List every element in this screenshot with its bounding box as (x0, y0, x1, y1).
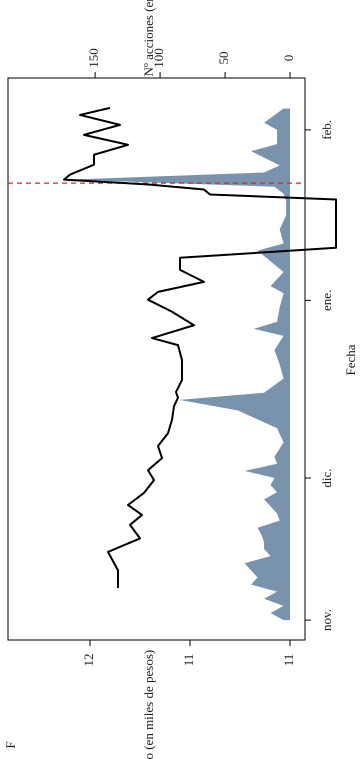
y2-tick-label: 100 (151, 48, 166, 68)
y-axis-label: Precio (en miles de pesos) (141, 650, 156, 759)
y2-tick-label: 0 (281, 55, 296, 62)
x-axis-label: Fecha (343, 344, 358, 375)
x-tick-label: feb. (319, 120, 334, 140)
x-tick-label: nov. (319, 609, 334, 631)
y-tick-label: 11 (281, 654, 296, 667)
y2-tick-label: 150 (86, 48, 101, 68)
price-line (63, 106, 337, 589)
y-tick-label: 12 (81, 654, 96, 667)
x-tick-label: dic. (319, 468, 334, 487)
x-tick-label: ene. (319, 290, 334, 311)
panel-label: F (3, 741, 18, 748)
y2-axis-label: Nº acciones (en miles) (141, 0, 156, 77)
y-tick-label: 11 (181, 654, 196, 667)
plot-frame (7, 77, 306, 641)
y2-tick-label: 50 (216, 52, 231, 65)
volume-area (69, 108, 291, 621)
